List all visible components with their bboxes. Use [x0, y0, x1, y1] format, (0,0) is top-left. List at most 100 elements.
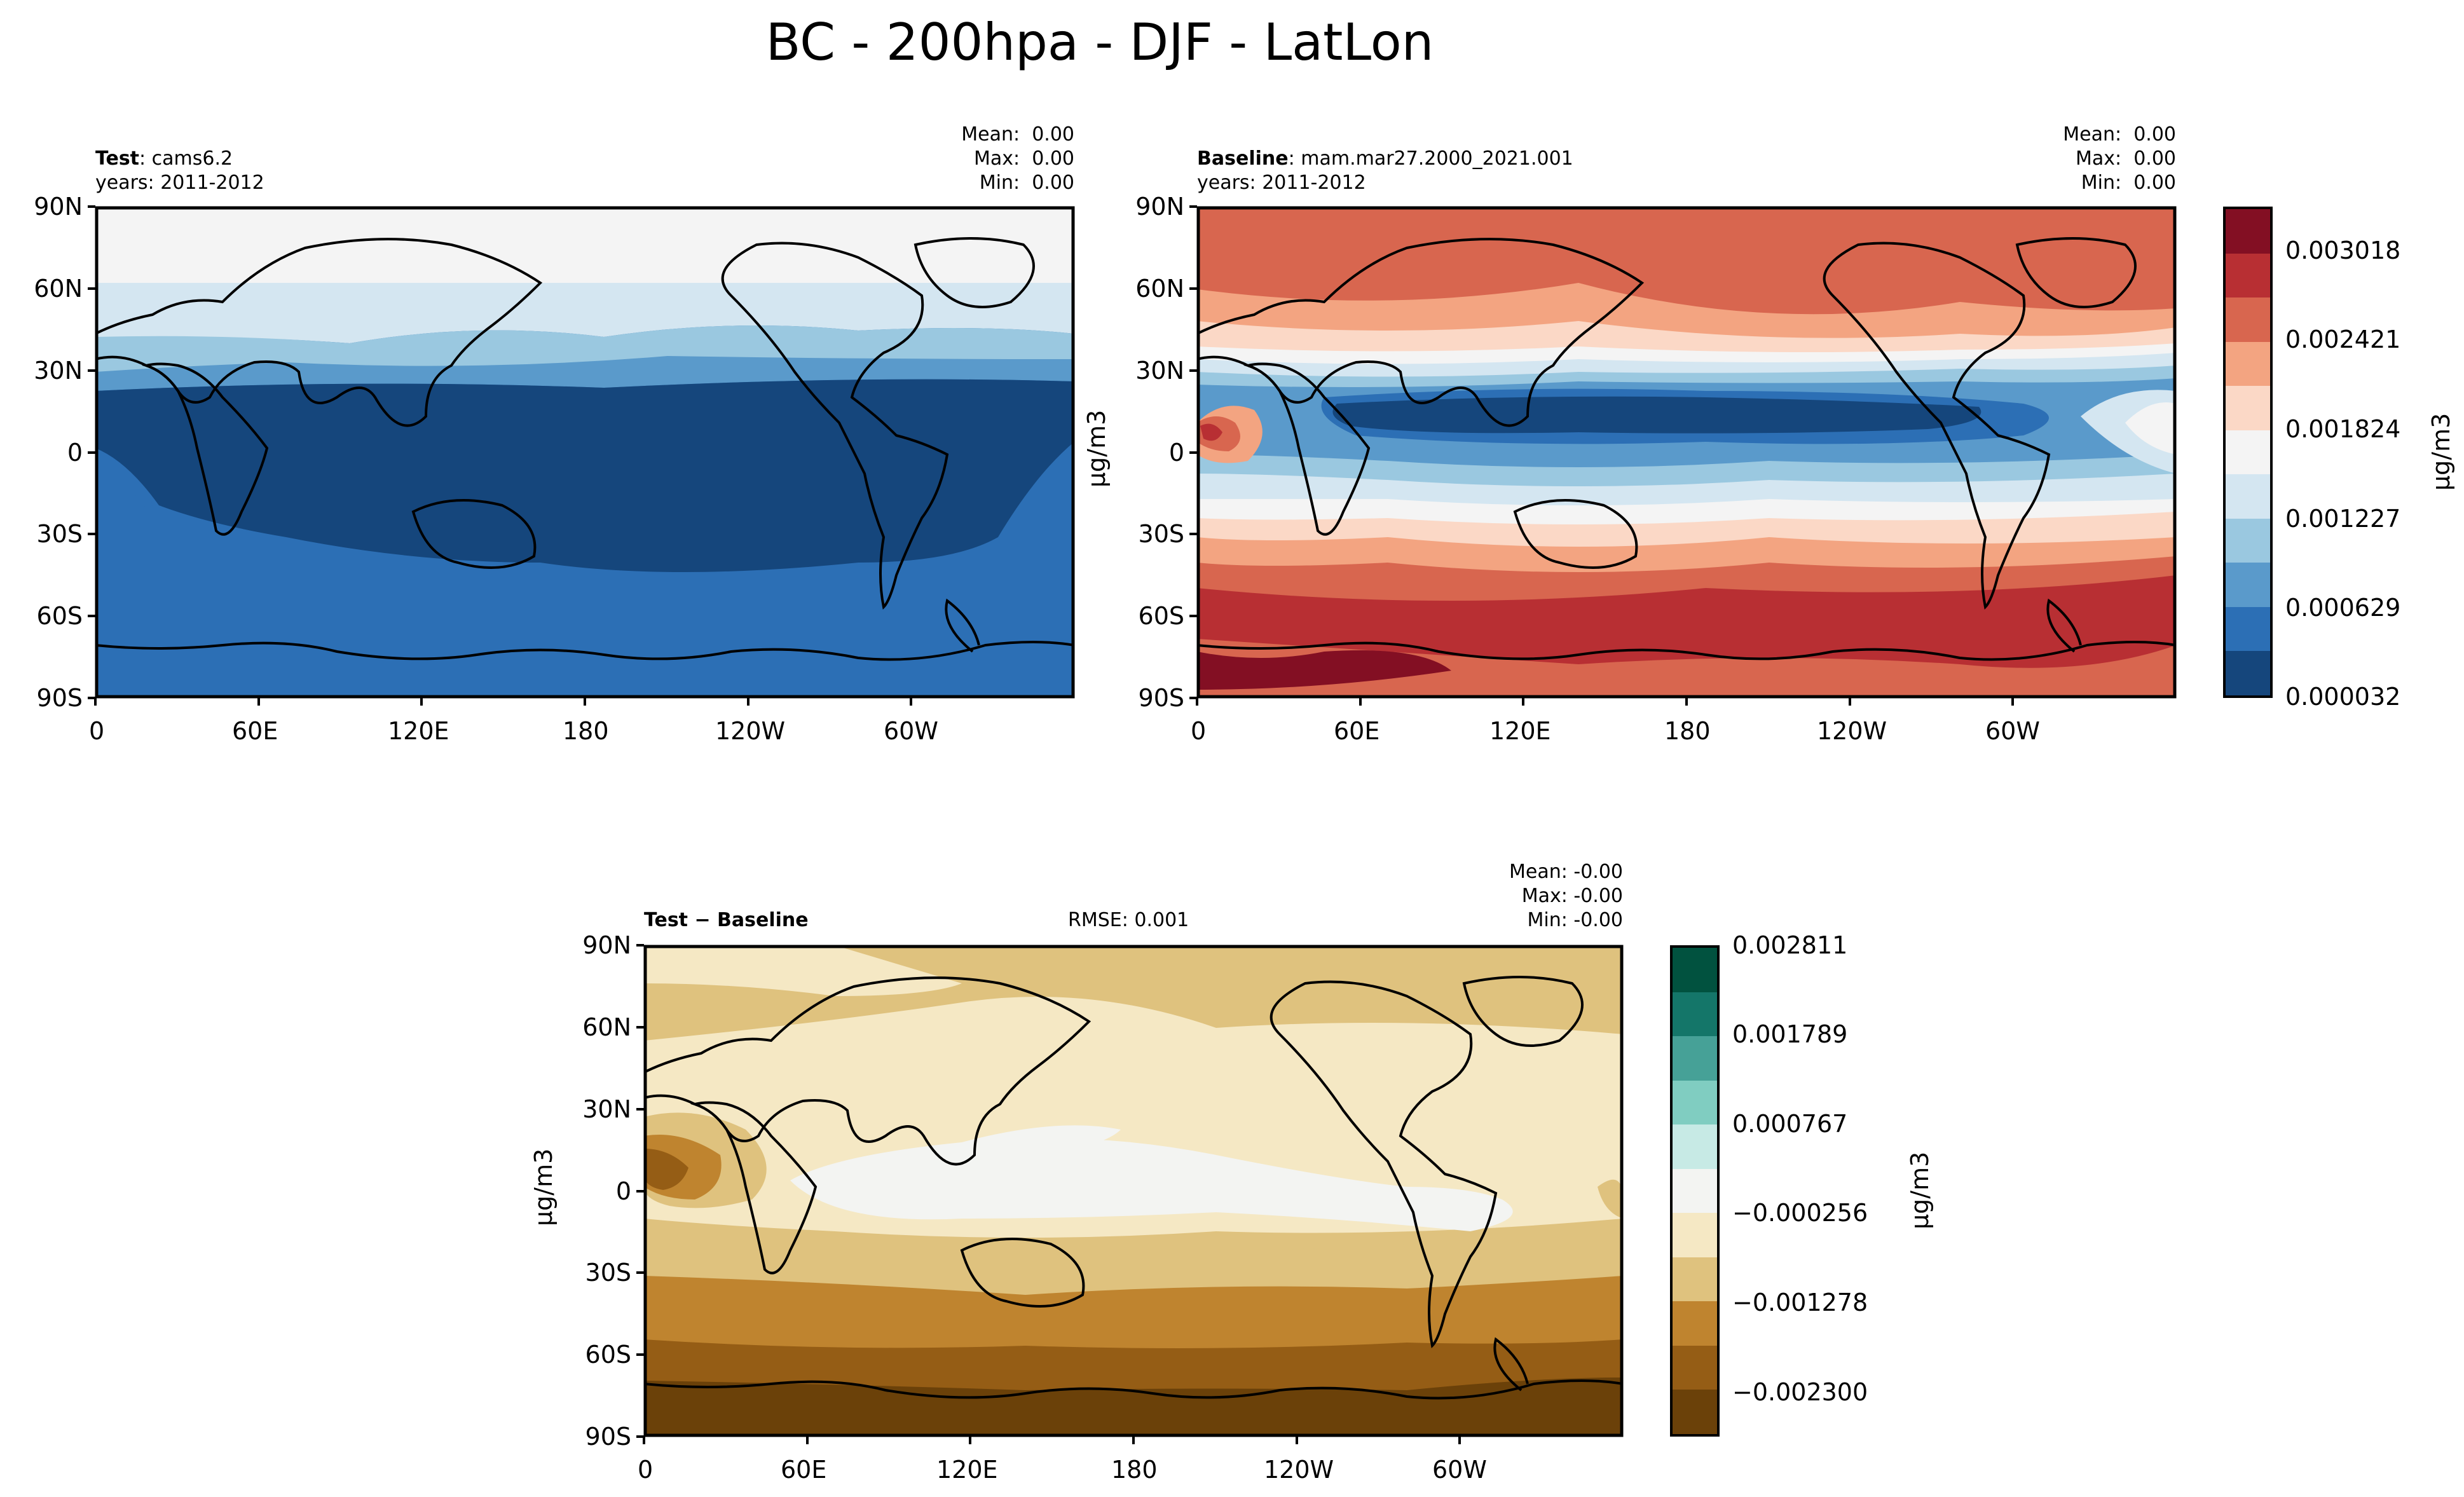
colorbar-rdbu-swatch: [2226, 651, 2270, 695]
test-lon-tick: 180: [563, 717, 609, 745]
diff-lon-tick: 120W: [1264, 1456, 1334, 1484]
colorbar-brbg-swatch: [1673, 947, 1717, 992]
colorbar-rdbu: [2223, 207, 2273, 698]
baseline-lon-tick: 60E: [1334, 717, 1380, 745]
test-lon-tick: 0: [89, 717, 105, 745]
baseline-lat-tick: 0: [1168, 439, 1184, 467]
diff-rmse: RMSE: 0.001: [1068, 909, 1189, 931]
diff-lat-tick: 30N: [582, 1095, 631, 1123]
baseline-label-bold: Baseline: [1197, 147, 1289, 170]
colorbar-brbg-swatch: [1673, 1213, 1717, 1257]
test-mean: Mean: 0.00: [961, 123, 1074, 146]
test-label-bold: Test: [95, 147, 140, 170]
test-max: Max: 0.00: [974, 147, 1074, 170]
diff-lon-tick: 0: [638, 1456, 654, 1484]
diff-stats: Mean: -0.00 Max: -0.00 Min: -0.00: [1426, 860, 1623, 933]
test-lat-tick: 60S: [36, 602, 83, 630]
baseline-lat-tick: 90N: [1135, 193, 1184, 221]
colorbar-rdbu-tick: 0.001227: [2285, 505, 2401, 533]
test-band-midlat: [95, 283, 1074, 343]
test-lon-tick: 60E: [232, 717, 278, 745]
test-ticks: [88, 205, 912, 706]
baseline-lon-tick: 0: [1191, 717, 1207, 745]
colorbar-rdbu-swatch: [2226, 297, 2270, 342]
baseline-lat-tick: 60S: [1138, 602, 1184, 630]
colorbar-brbg-swatch: [1673, 1390, 1717, 1434]
test-years: years: 2011-2012: [95, 172, 264, 194]
colorbar-rdbu-tick: 0.001824: [2285, 415, 2401, 443]
baseline-ylabel: μg/m3: [1083, 409, 1111, 488]
colorbar-brbg-swatch: [1673, 992, 1717, 1037]
baseline-lon-tick: 120E: [1489, 717, 1551, 745]
test-lon-tick: 60W: [884, 717, 938, 745]
test-lon-tick: 120W: [715, 717, 786, 745]
baseline-mean: Mean: 0.00: [2063, 123, 2176, 146]
colorbar-brbg-tick: 0.001789: [1732, 1020, 1848, 1048]
diff-lat-tick: 30S: [585, 1259, 631, 1287]
diff-ylabel: μg/m3: [530, 1148, 558, 1226]
diff-max: Max: -0.00: [1521, 885, 1623, 907]
test-lat-tick: 30S: [36, 520, 83, 548]
colorbar-brbg-swatch: [1673, 1257, 1717, 1302]
colorbar-brbg-tick: 0.000767: [1732, 1110, 1848, 1138]
diff-lat-tick: 90S: [585, 1423, 631, 1451]
colorbar-rdbu-swatch: [2226, 563, 2270, 607]
colorbar-brbg-label: μg/m3: [1906, 1151, 1934, 1229]
test-lon-tick: 120E: [388, 717, 449, 745]
colorbar-brbg-swatch: [1673, 1301, 1717, 1346]
colorbar-rdbu-swatch: [2226, 208, 2270, 254]
baseline-min: Min: 0.00: [2081, 172, 2176, 194]
colorbar-rdbu-tick: 0.002421: [2285, 325, 2401, 353]
colorbar-rdbu-swatch: [2226, 430, 2270, 475]
test-panel-label: Test: cams6.2: [95, 147, 233, 170]
diff-lat-tick: 60S: [585, 1341, 631, 1369]
baseline-lon-tick: 120W: [1817, 717, 1887, 745]
diff-frame: [643, 945, 1624, 1437]
figure-title: BC - 200hpa - DJF - LatLon: [765, 13, 1434, 72]
diff-map: [636, 944, 1624, 1444]
test-lat-tick: 90S: [36, 684, 83, 712]
diff-lon-tick: 60E: [781, 1456, 827, 1484]
test-lat-tick: 90N: [34, 193, 83, 221]
diff-lon-tick: 120E: [936, 1456, 998, 1484]
colorbar-brbg-tick: −0.000256: [1732, 1199, 1868, 1227]
baseline-frame: [1196, 206, 2177, 699]
colorbar-rdbu-swatch: [2226, 474, 2270, 519]
baseline-lat-tick: 30S: [1138, 520, 1184, 548]
baseline-lat-tick: 30N: [1135, 357, 1184, 385]
diff-lon-tick: 180: [1111, 1456, 1158, 1484]
colorbar-rdbu-swatch: [2226, 386, 2270, 430]
baseline-band-tropics: [1332, 396, 1981, 434]
test-lat-tick: 30N: [34, 357, 83, 385]
baseline-lon-tick: 180: [1664, 717, 1711, 745]
diff-min: Min: -0.00: [1527, 909, 1624, 931]
diff-lon-tick: 60W: [1432, 1456, 1487, 1484]
diff-panel-label: Test − Baseline: [644, 909, 809, 931]
baseline-map: [1189, 205, 2177, 706]
baseline-years: years: 2011-2012: [1197, 172, 1366, 194]
test-band-subtropic2: [95, 356, 1074, 391]
test-frame: [95, 206, 1075, 699]
test-band-arctic: [95, 207, 1074, 283]
diff-ticks: [636, 944, 1461, 1444]
test-lat-tick: 0: [67, 439, 83, 467]
colorbar-rdbu-swatch: [2226, 253, 2270, 298]
diff-lat-tick: 60N: [582, 1013, 631, 1041]
colorbar-brbg-swatch: [1673, 1036, 1717, 1081]
colorbar-rdbu-swatch: [2226, 518, 2270, 563]
colorbar-rdbu-tick: 0.000629: [2285, 594, 2401, 622]
colorbar-brbg-tick: 0.002811: [1732, 931, 1848, 959]
colorbar-brbg-swatch: [1673, 1168, 1717, 1213]
colorbar-rdbu-swatch: [2226, 606, 2270, 652]
test-map: [88, 205, 1075, 706]
baseline-lat-tick: 90S: [1138, 684, 1184, 712]
diff-lat-tick: 0: [615, 1177, 631, 1205]
test-band-tropics: [95, 379, 1074, 572]
colorbar-rdbu-swatch: [2226, 341, 2270, 386]
baseline-max: Max: 0.00: [2076, 147, 2176, 170]
colorbar-rdbu-label: μg/m3: [2427, 413, 2455, 491]
diff-mean: Mean: -0.00: [1509, 861, 1623, 883]
baseline-panel-label: Baseline: mam.mar27.2000_2021.001: [1197, 147, 1573, 170]
colorbar-rdbu-tick: 0.003018: [2285, 236, 2401, 264]
baseline-label-rest: : mam.mar27.2000_2021.001: [1288, 147, 1573, 170]
